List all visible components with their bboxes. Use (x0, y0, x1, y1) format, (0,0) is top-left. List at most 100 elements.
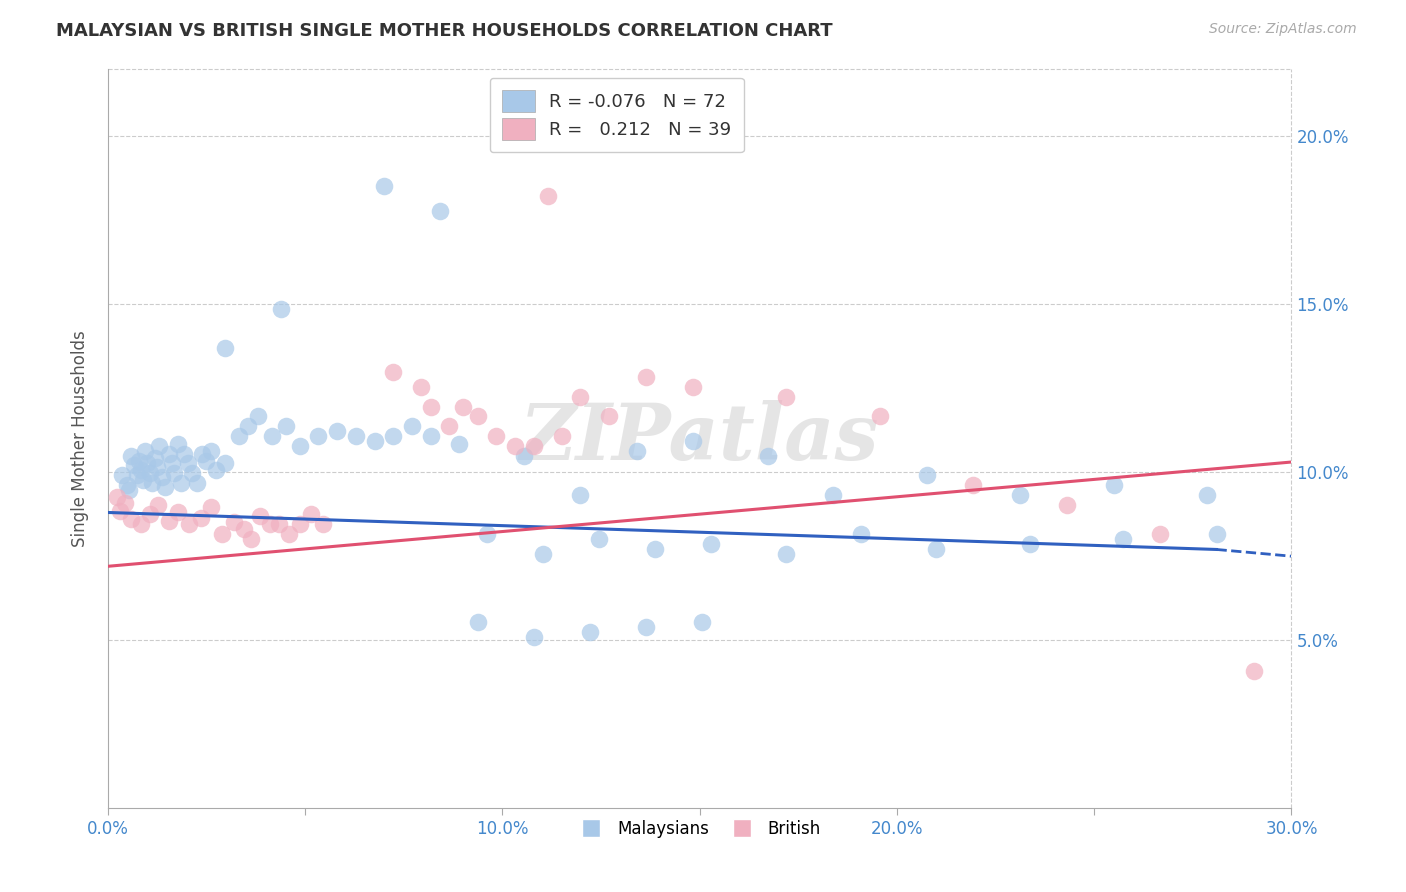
Point (148, 439, 170, 453)
Legend: Malaysians, British: Malaysians, British (572, 814, 827, 845)
Point (139, 467, 162, 481)
Point (288, 517, 311, 532)
Point (134, 443, 156, 458)
Point (569, 390, 592, 404)
Point (523, 630, 546, 644)
Point (467, 615, 489, 630)
Point (122, 458, 145, 473)
Point (644, 541, 666, 556)
Point (160, 457, 183, 471)
Point (157, 514, 180, 528)
Point (439, 419, 461, 434)
Point (117, 483, 139, 497)
Point (125, 468, 148, 483)
Point (1018, 537, 1040, 551)
Point (115, 478, 138, 492)
Point (634, 370, 657, 384)
Point (228, 429, 250, 443)
Point (163, 467, 186, 481)
Point (1010, 488, 1032, 502)
Point (150, 470, 173, 484)
Point (485, 429, 508, 443)
Point (170, 476, 193, 491)
Point (401, 419, 423, 434)
Point (523, 439, 546, 453)
Point (634, 620, 657, 634)
Point (915, 468, 938, 483)
Point (419, 400, 441, 414)
Point (569, 488, 592, 502)
Point (429, 203, 451, 218)
Point (108, 503, 131, 517)
Point (249, 509, 271, 524)
Point (136, 457, 159, 471)
Point (128, 453, 150, 467)
Point (373, 179, 395, 194)
Point (626, 443, 648, 458)
Point (120, 449, 142, 463)
Point (551, 429, 574, 443)
Point (240, 532, 263, 546)
Point (775, 547, 797, 561)
Point (578, 625, 600, 640)
Point (1149, 527, 1171, 541)
Point (157, 447, 180, 461)
Point (1197, 488, 1219, 502)
Point (447, 437, 470, 451)
Point (246, 409, 269, 424)
Point (537, 189, 560, 203)
Point (111, 468, 134, 483)
Point (176, 457, 198, 471)
Point (700, 537, 723, 551)
Point (419, 429, 441, 443)
Point (214, 457, 236, 471)
Point (503, 439, 526, 453)
Point (139, 508, 162, 522)
Point (186, 476, 208, 491)
Point (344, 429, 367, 443)
Point (259, 517, 281, 532)
Point (270, 301, 292, 316)
Point (682, 380, 704, 394)
Point (363, 434, 385, 448)
Point (145, 460, 167, 475)
Point (260, 429, 283, 443)
Point (173, 447, 195, 461)
Point (531, 547, 554, 561)
Point (167, 506, 190, 520)
Point (1112, 532, 1135, 546)
Point (925, 541, 948, 556)
Point (214, 341, 236, 355)
Point (190, 511, 212, 525)
Point (143, 450, 166, 465)
Point (167, 437, 190, 451)
Point (129, 463, 152, 477)
Point (238, 419, 260, 434)
Point (277, 527, 299, 541)
Point (269, 517, 291, 532)
Point (382, 365, 405, 379)
Point (129, 517, 152, 532)
Text: Source: ZipAtlas.com: Source: ZipAtlas.com (1209, 22, 1357, 37)
Point (232, 522, 254, 536)
Point (200, 500, 222, 514)
Point (204, 463, 226, 477)
Point (153, 480, 176, 494)
Point (131, 473, 153, 487)
Point (849, 527, 872, 541)
Point (756, 449, 779, 463)
Point (179, 517, 201, 532)
Point (120, 512, 142, 526)
Point (690, 615, 713, 630)
Point (190, 447, 212, 461)
Point (326, 424, 349, 438)
Point (200, 443, 222, 458)
Point (869, 409, 891, 424)
Point (114, 496, 136, 510)
Point (224, 516, 246, 530)
Point (513, 449, 536, 463)
Point (411, 380, 433, 394)
Text: MALAYSIAN VS BRITISH SINGLE MOTHER HOUSEHOLDS CORRELATION CHART: MALAYSIAN VS BRITISH SINGLE MOTHER HOUSE… (56, 22, 832, 40)
Point (105, 490, 128, 504)
Point (453, 400, 475, 414)
